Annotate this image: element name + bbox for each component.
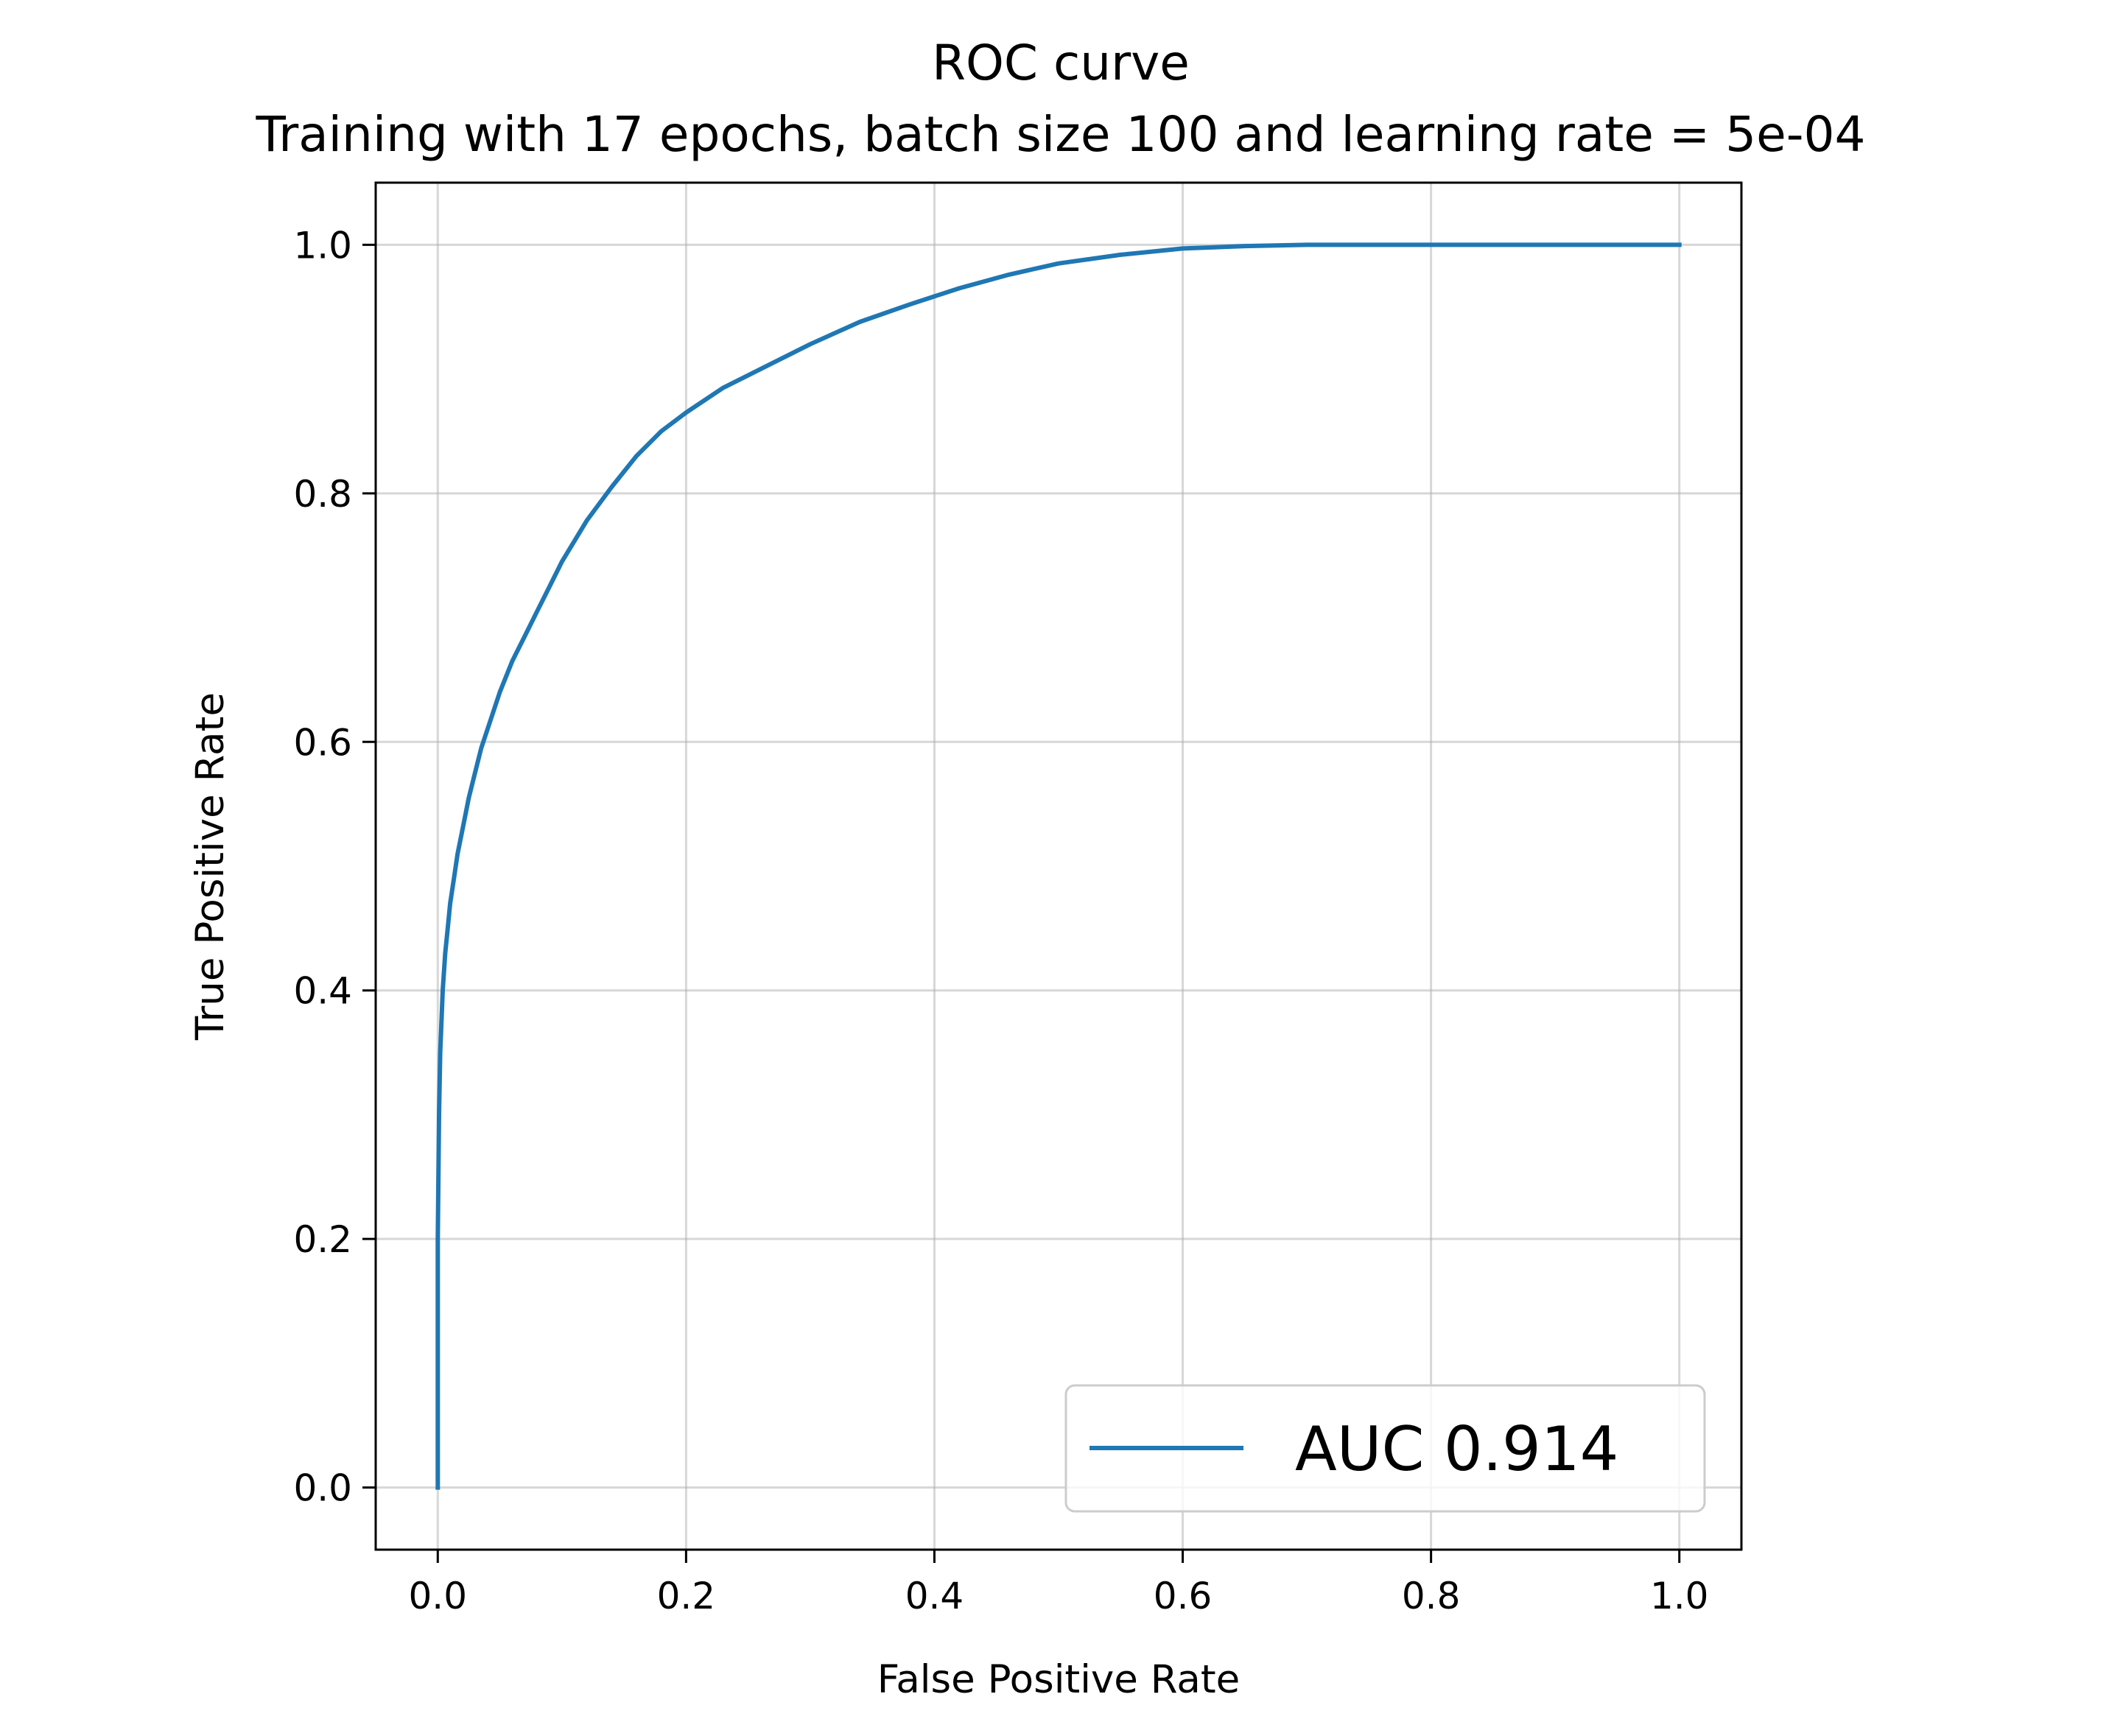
- grid: [376, 183, 1741, 1550]
- chart-subtitle: Training with 17 epochs, batch size 100 …: [255, 106, 1865, 163]
- y-axis-label: True Positive Rate: [188, 692, 233, 1041]
- y-tick-label: 0.4: [293, 970, 352, 1013]
- legend-box: [1064, 1384, 1706, 1513]
- x-tick-label: 0.6: [1154, 1575, 1213, 1617]
- x-tick-label: 0.0: [409, 1575, 468, 1617]
- x-tick-label: 1.0: [1650, 1575, 1709, 1617]
- roc-curve-line: [435, 242, 1682, 1490]
- y-tick-label: 1.0: [293, 224, 352, 267]
- x-tick-label: 0.2: [657, 1575, 716, 1617]
- x-tick-label: 0.8: [1402, 1575, 1461, 1617]
- x-tick-label: 0.4: [905, 1575, 964, 1617]
- x-axis-label: False Positive Rate: [877, 1657, 1241, 1702]
- y-tick-label: 0.6: [293, 721, 352, 764]
- y-tick-label: 0.0: [293, 1467, 352, 1510]
- axis-ticks: 0.0 0.2 0.4 0.6 0.8 1.0 0.0 0.2 0.4 0.6 0.8 1.0: [293, 224, 1708, 1617]
- plot-frame: [374, 181, 1743, 1551]
- y-tick-label: 0.2: [293, 1218, 352, 1261]
- legend-label: AUC 0.914: [1295, 1413, 1618, 1485]
- chart-title: ROC curve: [932, 35, 1190, 91]
- y-tick-label: 0.8: [293, 473, 352, 516]
- series-lines: [435, 242, 1682, 1490]
- legend: AUC 0.914: [1064, 1384, 1706, 1513]
